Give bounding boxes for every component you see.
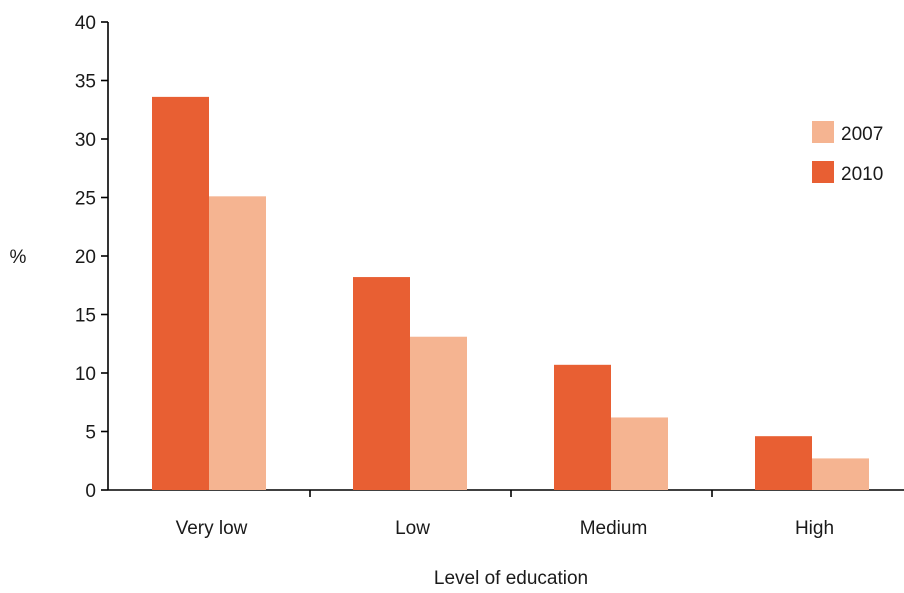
y-tick-label: 25 [75, 189, 96, 210]
y-tick-label: 20 [75, 247, 96, 268]
y-axis: 0 5 10 15 20 25 30 35 40 [75, 13, 109, 502]
bar-2007-high [812, 458, 869, 490]
bars [152, 96, 869, 490]
y-tick-label: 30 [75, 130, 96, 151]
bar-2007-medium [611, 417, 668, 490]
x-axis: Very low Low Medium High [108, 489, 904, 539]
y-axis-title: % [10, 247, 27, 268]
y-tick-label: 0 [85, 481, 96, 502]
y-tick-label: 5 [85, 423, 96, 444]
x-category-label: High [795, 518, 834, 539]
legend-label-2007: 2007 [841, 124, 883, 145]
bar-2010-high [755, 436, 812, 490]
legend-swatch-2010 [812, 161, 834, 183]
y-tick-label: 40 [75, 13, 96, 34]
bar-2010-very-low [152, 96, 209, 490]
legend-swatch-2007 [812, 121, 834, 143]
bar-2010-medium [554, 364, 611, 490]
y-tick-label: 10 [75, 364, 96, 385]
y-tick-label: 35 [75, 72, 96, 93]
bar-2007-low [410, 336, 467, 490]
bar-2010-low [353, 277, 410, 490]
x-category-label: Very low [176, 518, 248, 539]
bar-2007-very-low [209, 196, 266, 490]
x-category-label: Low [395, 518, 430, 539]
legend: 2007 2010 [812, 121, 883, 185]
legend-label-2010: 2010 [841, 164, 883, 185]
y-tick-label: 15 [75, 306, 96, 327]
x-category-label: Medium [580, 518, 648, 539]
x-axis-title: Level of education [434, 568, 588, 589]
